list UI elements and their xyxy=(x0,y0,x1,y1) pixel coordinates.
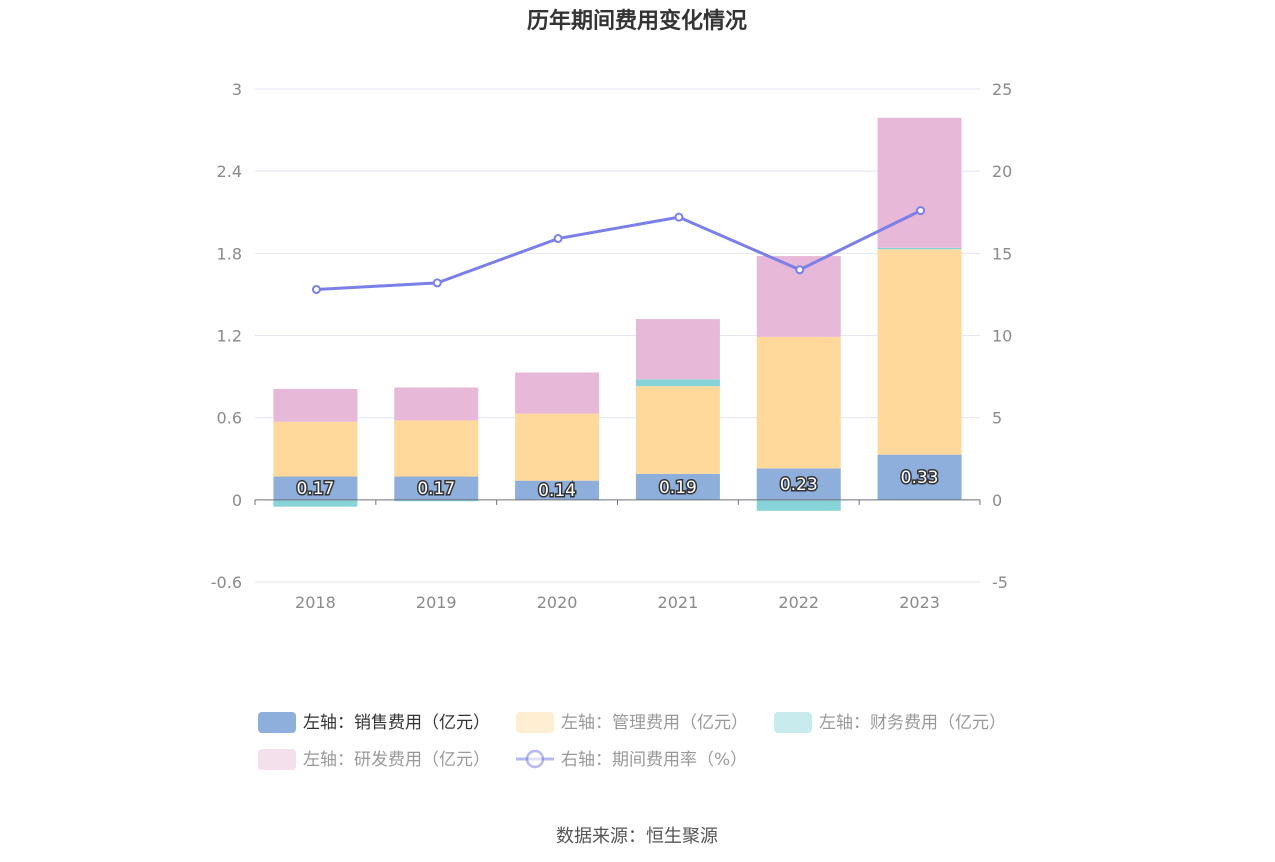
legend-item[interactable]: 左轴：研发费用（亿元） xyxy=(258,749,490,770)
line-series xyxy=(311,206,926,294)
bar-segment xyxy=(756,336,841,469)
y-left-tick-label: 0 xyxy=(232,491,242,510)
bar-segment xyxy=(515,413,600,481)
data-label: 0.19 xyxy=(659,478,697,498)
bar-segment xyxy=(394,387,479,421)
legend-item[interactable]: 左轴：销售费用（亿元） xyxy=(258,712,490,733)
bar-segment xyxy=(877,117,962,248)
bar-segment xyxy=(273,499,358,507)
legend-swatch xyxy=(258,712,296,733)
grid xyxy=(255,88,980,583)
bar-segment xyxy=(273,421,358,477)
rate-point xyxy=(916,206,926,216)
legend-label: 右轴：期间费用率（%） xyxy=(561,750,747,770)
rate-point xyxy=(432,278,442,288)
bar-segment xyxy=(756,499,841,511)
bar-segment xyxy=(394,420,479,477)
bar-segment xyxy=(877,454,962,500)
legend-label: 左轴：管理费用（亿元） xyxy=(561,713,748,733)
chart-title: 历年期间费用变化情况 xyxy=(527,8,747,34)
y-right-tick-label: 5 xyxy=(992,409,1002,428)
y-right-tick-label: 25 xyxy=(992,80,1012,99)
legend-item[interactable]: 右轴：期间费用率（%） xyxy=(516,749,747,770)
bar-segment xyxy=(756,468,841,500)
bar-segment xyxy=(394,476,479,500)
bar-segment xyxy=(635,473,720,500)
y-left-tick-label: 3 xyxy=(232,80,242,99)
bar-segment xyxy=(635,386,720,474)
left-axis: -0.6 0 0.6 1.2 1.8 2.4 3 xyxy=(211,80,242,592)
legend-swatch xyxy=(516,712,554,733)
data-label: 0.17 xyxy=(417,479,455,499)
x-tick-label: 2022 xyxy=(778,593,819,612)
legend: 左轴：销售费用（亿元） 左轴：管理费用（亿元） 左轴：财务费用（亿元） 左轴：研发费用… xyxy=(258,712,1006,770)
bar-segment xyxy=(635,319,720,380)
legend-swatch xyxy=(774,712,812,733)
rate-point xyxy=(674,212,684,222)
legend-item[interactable]: 左轴：财务费用（亿元） xyxy=(774,712,1006,733)
bar-segment xyxy=(877,249,962,455)
legend-swatch-marker xyxy=(525,749,545,769)
y-left-tick-label: 1.2 xyxy=(217,327,242,346)
rate-point xyxy=(553,234,563,244)
x-tick-label: 2019 xyxy=(416,593,457,612)
legend-label: 左轴：销售费用（亿元） xyxy=(303,713,490,733)
y-right-tick-label: 20 xyxy=(992,162,1012,181)
x-tick-label: 2018 xyxy=(295,593,336,612)
legend-label: 左轴：财务费用（亿元） xyxy=(819,713,1006,733)
source-note: 数据来源：恒生聚源 xyxy=(556,826,718,847)
right-axis: -5 0 5 10 15 20 25 xyxy=(992,80,1012,592)
y-right-tick-label: 10 xyxy=(992,327,1012,346)
rate-line xyxy=(316,209,922,291)
legend-swatch xyxy=(258,749,296,770)
x-axis xyxy=(254,499,981,505)
y-left-tick-label: 1.8 xyxy=(217,244,242,263)
legend-item[interactable]: 左轴：管理费用（亿元） xyxy=(516,712,748,733)
x-tick-label: 2020 xyxy=(537,593,578,612)
bar-segment xyxy=(273,388,358,422)
data-label: 0.14 xyxy=(538,481,576,501)
bar-segment xyxy=(394,499,479,502)
y-right-tick-label: 0 xyxy=(992,491,1002,510)
data-label: 0.23 xyxy=(780,475,818,495)
legend-label: 左轴：研发费用（亿元） xyxy=(303,750,490,770)
y-left-tick-label: 2.4 xyxy=(217,162,242,181)
bar-segment xyxy=(635,379,720,387)
rate-point xyxy=(795,265,805,275)
data-labels: 0.17 0.17 0.14 0.19 0.23 0.33 xyxy=(295,467,940,503)
y-right-tick-label: 15 xyxy=(992,244,1012,263)
data-label: 0.33 xyxy=(901,468,939,488)
bar-segment xyxy=(273,476,358,500)
bar-segment xyxy=(515,480,600,500)
data-label: 0.17 xyxy=(296,479,334,499)
x-tick-label: 2023 xyxy=(899,593,940,612)
bar-segment xyxy=(877,247,962,250)
x-axis-ticks: 2018 2019 2020 2021 2022 2023 xyxy=(295,593,940,612)
bar-segment xyxy=(515,372,600,414)
y-left-tick-label: 0.6 xyxy=(217,409,242,428)
y-right-tick-label: -5 xyxy=(992,573,1008,592)
rate-point xyxy=(311,284,321,294)
bar-series xyxy=(273,117,962,511)
y-left-tick-label: -0.6 xyxy=(211,573,242,592)
x-tick-label: 2021 xyxy=(658,593,699,612)
